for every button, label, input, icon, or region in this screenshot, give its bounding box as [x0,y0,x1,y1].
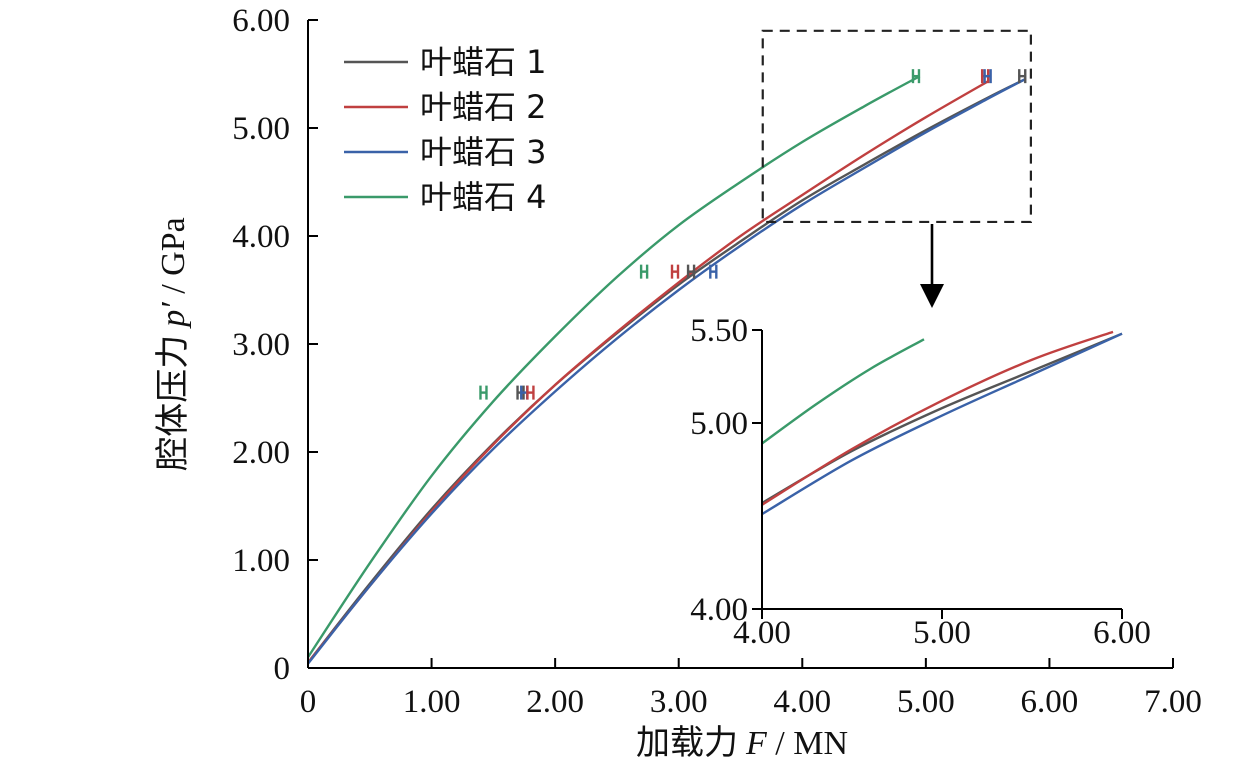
x-axis-title-text: 加载力 [636,724,738,762]
legend-entry: 叶蜡石 2 [344,88,547,126]
legend-entry: 叶蜡石 3 [344,133,547,171]
x-tick-label: 6.00 [1021,684,1079,720]
x-tick-label: 4.00 [773,684,831,720]
transition-marker [686,264,696,279]
legend: 叶蜡石 1 叶蜡石 2 叶蜡石 3 叶蜡石 4 [344,43,547,216]
main-plot: 0 1.00 2.00 3.00 4.00 5.00 6.00 7.00 0 1.00 2.00 3… [154,3,1202,762]
main-series-group [306,75,1026,665]
x-tick-label: 2.00 [526,684,584,720]
x-axis-title-var: F [745,725,768,762]
x-axis-title: 加载力 F / MN [636,724,848,762]
main-series-4-line [306,75,921,658]
legend-label: 叶蜡石 3 [420,133,547,171]
main-series-3-line [307,78,1026,665]
inset-plot: 4.00 5.00 6.00 4.00 5.00 5.50 [690,313,1151,651]
y-tick-label: 2.00 [232,435,290,471]
inset-x-tick-label: 6.00 [1093,615,1151,651]
transition-marker [911,69,921,84]
transition-marker [479,385,488,400]
y-tick-label: 5.00 [232,111,290,147]
zoom-arrow [920,224,944,308]
transition-marker [670,264,680,279]
zoom-arrow-head [920,284,944,308]
y-tick-label: 3.00 [232,327,290,363]
transition-marker [1018,69,1027,84]
main-y-ticks: 0 1.00 2.00 3.00 4.00 5.00 6.00 [232,3,318,687]
inset-background [762,330,1122,610]
main-series-1-line [307,78,1026,664]
transition-marker [709,264,718,279]
x-tick-label: 1.00 [403,684,461,720]
main-x-ticks: 0 1.00 2.00 3.00 4.00 5.00 6.00 7.00 [300,658,1202,720]
inset-series-group [761,330,1123,516]
transition-marker [983,69,992,84]
x-tick-label: 7.00 [1144,684,1202,720]
y-tick-label: 0 [274,651,291,687]
legend-entry: 叶蜡石 1 [344,43,547,81]
inset-y-ticks: 4.00 5.00 5.50 [690,313,762,628]
y-axis-title-text: 腔体压力 [154,335,192,471]
y-axis-title-unit: / GPa [155,217,192,302]
x-tick-label: 5.00 [897,684,955,720]
y-axis-title-var: p′ [155,302,192,329]
legend-label: 叶蜡石 1 [420,43,547,81]
legend-label: 叶蜡石 4 [420,178,547,216]
zoom-region-box [761,29,1032,224]
transition-marker [526,385,535,400]
inset-series-4-line [761,338,925,445]
inset-y-tick-label: 5.00 [690,406,748,442]
inset-series-2-line [761,330,1114,506]
x-tick-label: 3.00 [650,684,708,720]
inset-x-ticks: 4.00 5.00 6.00 [733,609,1151,651]
inset-y-tick-label: 5.50 [690,313,748,349]
y-tick-label: 4.00 [232,219,290,255]
y-axis-title: 腔体压力 p′ / GPa [154,217,192,470]
legend-entry: 叶蜡石 4 [344,178,547,216]
inset-x-tick-label: 4.00 [733,615,791,651]
y-tick-label: 1.00 [232,543,290,579]
y-tick-label: 6.00 [232,3,290,39]
transition-markers [479,69,1027,400]
x-axis-title-unit: / MN [767,725,848,762]
x-tick-label: 0 [300,684,317,720]
inset-y-tick-label: 4.00 [690,592,748,628]
inset-series-3-line [761,332,1123,516]
legend-label: 叶蜡石 2 [420,88,547,126]
transition-marker [639,264,649,279]
inset-x-tick-label: 5.00 [913,615,971,651]
